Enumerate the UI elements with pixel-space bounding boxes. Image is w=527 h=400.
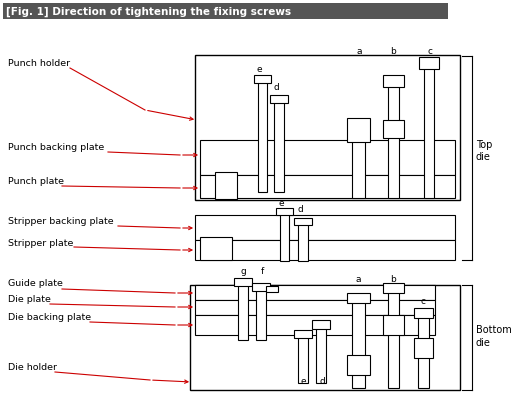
Text: c: c	[427, 48, 433, 56]
Bar	[347, 355, 370, 375]
Bar	[195, 55, 460, 200]
Bar	[195, 240, 455, 260]
Bar	[276, 208, 293, 215]
Bar	[298, 335, 308, 383]
Bar	[195, 285, 435, 300]
Bar	[195, 285, 435, 300]
Bar	[195, 315, 435, 335]
Bar	[383, 75, 404, 87]
Text: Punch plate: Punch plate	[8, 178, 64, 186]
Bar	[195, 300, 435, 315]
Text: d: d	[297, 206, 303, 214]
Text: a: a	[355, 276, 361, 284]
Text: Stripper backing plate: Stripper backing plate	[8, 218, 114, 226]
Bar	[316, 325, 326, 383]
Text: Top: Top	[476, 140, 492, 150]
Bar	[419, 57, 439, 69]
Bar	[190, 285, 460, 390]
Bar	[195, 215, 455, 240]
Bar	[215, 172, 237, 199]
Bar	[294, 330, 312, 338]
Text: die: die	[476, 152, 491, 162]
Text: a: a	[356, 48, 362, 56]
Bar	[388, 290, 399, 388]
Bar	[258, 80, 267, 192]
Text: [Fig. 1] Direction of tightening the fixing screws: [Fig. 1] Direction of tightening the fix…	[6, 7, 291, 17]
Bar	[252, 283, 270, 291]
Bar	[256, 290, 266, 340]
Bar	[347, 118, 370, 142]
Text: b: b	[390, 48, 396, 56]
Bar	[312, 320, 330, 329]
Bar	[294, 218, 312, 225]
Bar	[266, 286, 278, 292]
Text: e: e	[300, 378, 306, 386]
Bar	[424, 60, 434, 198]
Text: c: c	[421, 298, 425, 306]
Text: Die backing plate: Die backing plate	[8, 314, 91, 322]
Bar	[200, 237, 232, 260]
Text: die: die	[476, 338, 491, 348]
Text: b: b	[390, 276, 396, 284]
Bar	[388, 80, 399, 198]
Text: d: d	[273, 84, 279, 92]
Bar	[195, 315, 435, 335]
Bar	[195, 300, 435, 315]
Bar	[347, 293, 370, 303]
Text: Die plate: Die plate	[8, 296, 51, 304]
Text: Stripper plate: Stripper plate	[8, 238, 73, 248]
Bar	[3, 3, 448, 19]
Bar	[254, 75, 271, 83]
Bar	[352, 140, 365, 198]
Text: d: d	[319, 378, 325, 386]
Bar	[238, 285, 248, 340]
Bar	[298, 222, 308, 261]
Bar	[414, 338, 433, 358]
Bar	[383, 120, 404, 138]
Bar	[383, 283, 404, 293]
Bar	[280, 213, 289, 261]
Bar	[200, 175, 455, 198]
Bar	[383, 315, 404, 335]
Text: g: g	[240, 268, 246, 276]
Text: Die holder: Die holder	[8, 364, 57, 372]
Text: Guide plate: Guide plate	[8, 280, 63, 288]
Text: e: e	[278, 198, 284, 208]
Text: e: e	[256, 66, 262, 74]
Text: Punch backing plate: Punch backing plate	[8, 144, 104, 152]
Bar	[274, 100, 284, 192]
Bar	[200, 140, 455, 175]
Bar	[418, 315, 429, 388]
Bar	[414, 308, 433, 318]
Text: Bottom: Bottom	[476, 325, 512, 335]
Bar	[270, 95, 288, 103]
Text: Punch holder: Punch holder	[8, 58, 70, 68]
Bar	[352, 300, 365, 388]
Bar	[234, 278, 252, 286]
Text: f: f	[260, 268, 264, 276]
